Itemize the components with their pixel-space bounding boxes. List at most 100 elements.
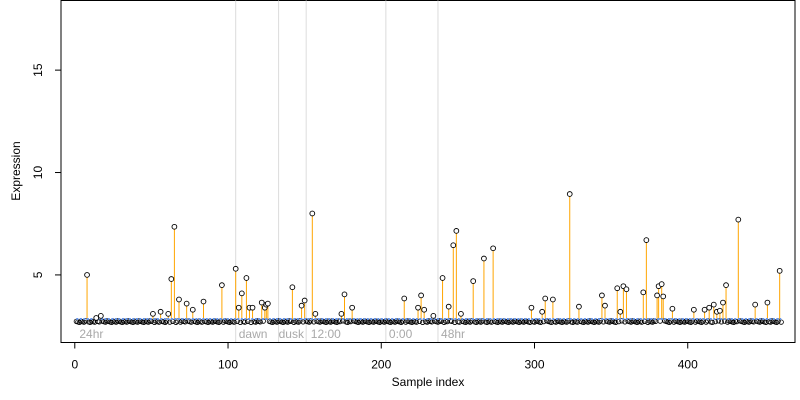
background-point (731, 319, 737, 325)
background-point (344, 319, 351, 325)
y-tick-label-2: 15 (31, 63, 45, 77)
background-point (164, 318, 170, 324)
data-point-22 (265, 300, 271, 307)
data-point-37 (445, 303, 452, 310)
data-point-32 (415, 304, 421, 311)
data-point-51 (602, 302, 608, 309)
annotation-4: 0:00 (389, 327, 413, 341)
background-point (308, 318, 314, 324)
data-point-6 (168, 276, 175, 282)
data-point-58 (654, 292, 660, 299)
x-axis-title: Sample index (392, 375, 465, 389)
data-point-1 (93, 315, 100, 321)
background-point (709, 319, 715, 325)
background-point (145, 319, 151, 325)
background-point (597, 318, 603, 324)
y-axis-title: Expression (9, 141, 23, 200)
background-point (613, 319, 619, 325)
x-tick-label-0: 0 (71, 358, 78, 372)
x-tick-label-4: 400 (678, 358, 698, 372)
data-point-3 (150, 310, 156, 317)
background-point (167, 319, 173, 325)
data-point-18 (249, 304, 256, 311)
data-point-33 (418, 292, 424, 299)
data-point-52 (614, 285, 621, 292)
data-point-73 (764, 299, 771, 306)
annotations: 24hr dawn dusk 12:00 0:00 48hr (79, 327, 465, 341)
annotation-3: 12:00 (311, 327, 341, 341)
data-point-55 (623, 286, 630, 293)
annotation-1: dawn (239, 327, 268, 341)
data-point-28 (338, 310, 345, 317)
y-tick-label-1: 10 (31, 166, 45, 180)
data-point-53 (617, 308, 624, 315)
data-point-68 (717, 307, 723, 314)
data-point-34 (421, 306, 428, 313)
data-point-64 (701, 306, 708, 313)
data-point-4 (157, 308, 164, 315)
data-point-47 (550, 296, 556, 303)
data-point-30 (349, 304, 355, 311)
x-tick-label-1: 100 (218, 358, 238, 372)
data-point-42 (481, 255, 487, 262)
data-point-63 (691, 306, 697, 313)
data-point-40 (458, 310, 464, 317)
data-point-46 (542, 295, 549, 302)
background-point (619, 318, 625, 324)
data-point-9 (183, 300, 190, 307)
background-point (616, 319, 622, 325)
data-point-29 (341, 291, 348, 298)
data-point-56 (640, 289, 647, 296)
data-point-24 (298, 302, 305, 309)
data-point-26 (309, 210, 316, 217)
data-point-15 (238, 290, 245, 297)
data-point-35 (430, 313, 437, 319)
data-point-48 (566, 191, 573, 197)
data-point-8 (176, 296, 182, 303)
data-point-74 (776, 267, 783, 274)
data-point-49 (576, 303, 582, 310)
background-point (538, 319, 544, 325)
annotation-0: 24hr (79, 327, 103, 341)
stems (86, 194, 781, 319)
vertical-markers (235, 0, 439, 343)
background-point (297, 318, 303, 324)
data-point-70 (723, 282, 729, 289)
data-point-11 (200, 298, 207, 305)
background-points (73, 318, 784, 325)
data-point-44 (528, 304, 535, 311)
data-point-0 (84, 272, 90, 278)
y-tick-label-0: 5 (31, 271, 45, 278)
data-point-5 (165, 310, 172, 317)
annotation-2: dusk (279, 327, 305, 341)
data-point-19 (258, 299, 265, 306)
background-point (441, 319, 447, 325)
data-point-57 (643, 237, 650, 243)
background-point (234, 318, 240, 324)
data-point-27 (312, 310, 319, 317)
x-tick-label-2: 200 (371, 358, 391, 372)
data-points (84, 191, 783, 321)
data-point-69 (720, 299, 726, 306)
data-point-25 (301, 297, 308, 304)
y-axis: 5 10 15 (31, 63, 62, 278)
data-point-12 (219, 282, 225, 289)
data-point-43 (490, 245, 496, 252)
data-point-41 (470, 278, 477, 284)
data-point-31 (401, 295, 408, 302)
data-point-65 (706, 304, 713, 311)
data-point-23 (289, 284, 296, 291)
data-point-38 (450, 242, 457, 249)
data-point-61 (660, 293, 667, 300)
data-point-72 (752, 301, 759, 308)
data-point-16 (243, 275, 250, 281)
data-point-2 (97, 313, 104, 319)
background-point (82, 318, 89, 324)
data-point-45 (539, 308, 546, 315)
background-point (649, 319, 656, 325)
data-point-50 (599, 292, 605, 299)
annotation-5: 48hr (441, 327, 465, 341)
x-tick-label-3: 300 (524, 358, 544, 372)
data-point-62 (669, 305, 676, 312)
